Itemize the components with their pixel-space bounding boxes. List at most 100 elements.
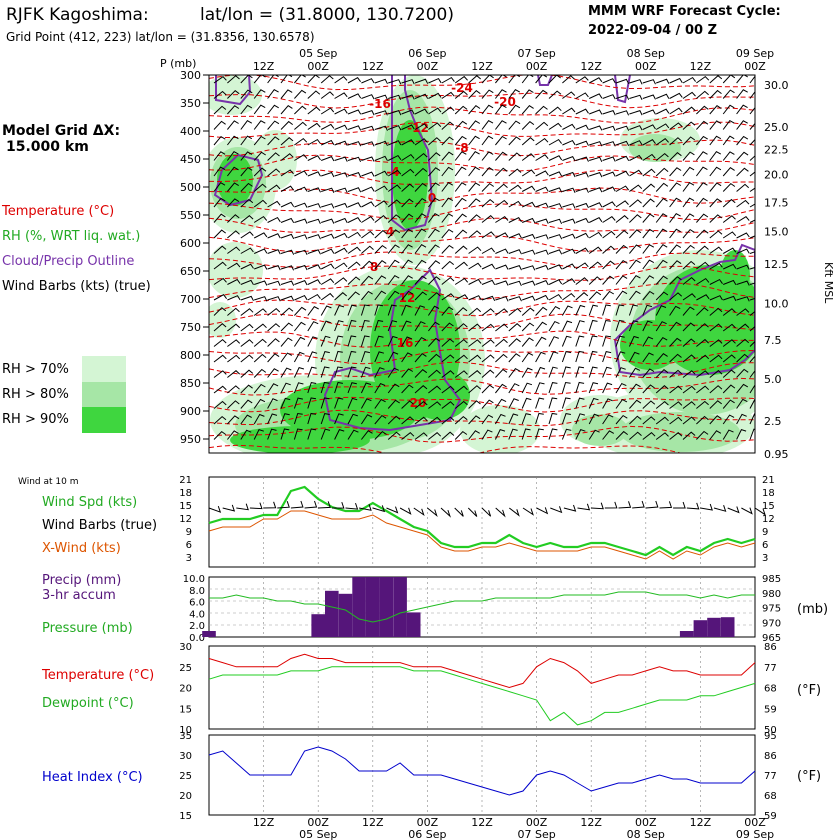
wind-barb: [629, 259, 641, 270]
wind-barb: [240, 89, 253, 99]
wind-barb: [669, 228, 681, 239]
wind-barb: [240, 295, 254, 302]
wind-barb: [736, 428, 747, 440]
wind-barb: [307, 428, 317, 440]
precip-bar: [366, 577, 380, 637]
wind-barb: [723, 279, 737, 286]
wind-barb: [374, 290, 387, 301]
wind-barb: [387, 290, 400, 301]
precip-bar: [406, 612, 421, 637]
wind-barb: [615, 200, 629, 208]
wind-barb: [508, 233, 522, 239]
wind-barb: [548, 428, 558, 440]
wind-speed-line: [208, 485, 756, 557]
wind-barb: [749, 282, 755, 285]
wind-barb: [374, 125, 388, 131]
wind-barb: [280, 307, 294, 316]
precip-bar: [202, 631, 216, 637]
wind-barb: [749, 171, 755, 177]
wind-barb-10m: [673, 501, 686, 509]
wind-barb: [535, 249, 549, 256]
wind-barb: [334, 277, 348, 285]
wind-barb: [468, 262, 482, 270]
wind-barb: [454, 213, 467, 223]
wind-barb: [629, 199, 642, 208]
wind-barb: [401, 168, 415, 177]
wind-barb: [562, 278, 576, 285]
wind-barb: [254, 296, 268, 302]
wind-barb: [722, 414, 735, 425]
wind-barb: [293, 351, 305, 363]
wind-barb: [253, 199, 267, 208]
wind-barb: [441, 293, 455, 301]
wind-barb: [696, 90, 709, 99]
kft-tick-label: 0.95: [764, 448, 789, 461]
wind-barb-10m: [481, 507, 492, 517]
wind-barb: [388, 79, 402, 85]
wind-barb: [629, 184, 643, 192]
forecast-cycle-title: MMM WRF Forecast Cycle:: [588, 4, 781, 19]
wind-barb: [669, 337, 682, 347]
wind-barb: [253, 89, 266, 99]
wind-barb: [481, 75, 494, 84]
wind-barb: [561, 366, 571, 378]
wind-barb: [682, 121, 696, 130]
wind-barb: [414, 385, 428, 394]
wind-barb-10m: [754, 507, 766, 516]
wind-barb: [629, 109, 643, 116]
wind-barb: [280, 249, 295, 255]
wind-barb: [495, 104, 507, 115]
wind-barb: [548, 218, 563, 225]
wind-barb: [521, 137, 535, 146]
wind-barb: [428, 321, 440, 332]
wind-barb: [521, 185, 536, 192]
wind-barb: [361, 78, 375, 84]
wind-barb: [307, 75, 320, 84]
wind-barb: [428, 276, 441, 285]
wind-barb: [696, 261, 710, 270]
wind-barb: [696, 197, 708, 208]
wind-barb: [602, 414, 614, 425]
wind-barb: [361, 230, 375, 239]
wind-barb: [548, 171, 563, 177]
wind-barb: [280, 265, 295, 271]
lower-panels: 21 21 18 18 15 15 12 12 9 9 6 6 3 3 10.08.06.04.02.00.…: [179, 475, 781, 822]
wind-barb: [495, 167, 508, 177]
top-hour-label: 12Z: [362, 60, 384, 73]
wind-barb: [494, 398, 507, 409]
wind-barb: [629, 399, 642, 409]
wind-barb: [280, 352, 293, 363]
bottom-hour-label: 00Z: [526, 816, 548, 829]
temp-tick-left: 15: [179, 704, 192, 715]
wind-barb: [548, 336, 559, 347]
wind-barb: [494, 413, 506, 425]
wind-barb: [441, 213, 454, 223]
wind-barb: [347, 77, 361, 84]
wind-barb: [696, 323, 709, 332]
wind-barb: [441, 182, 454, 192]
wind-barb: [374, 414, 387, 425]
wind-barb: [629, 125, 643, 131]
wind-barb: [267, 233, 281, 239]
wind-barb: [227, 307, 240, 316]
wind-barb: [602, 171, 616, 177]
wind-barb: [588, 335, 598, 347]
wind-barb: [709, 198, 722, 208]
wind-barb: [267, 307, 281, 316]
wind-barb-10m: [727, 506, 740, 514]
bottom-date-label: 05 Sep: [299, 828, 337, 840]
wind-barb: [387, 320, 398, 332]
wind-barb: [655, 305, 667, 316]
wind-barb: [481, 135, 494, 146]
wind-barb: [267, 89, 279, 99]
wind-barb: [696, 294, 710, 301]
wind-barb: [722, 89, 735, 99]
heat-ftick-right: 77: [764, 771, 777, 782]
wind-barb: [575, 108, 589, 115]
wind-barb: [562, 75, 575, 84]
wind-barb: [628, 304, 638, 316]
wind-barb: [414, 213, 427, 223]
heat-unit-f: (°F): [797, 769, 821, 784]
wind-barb: [722, 231, 737, 239]
wind-barb: [521, 307, 535, 316]
